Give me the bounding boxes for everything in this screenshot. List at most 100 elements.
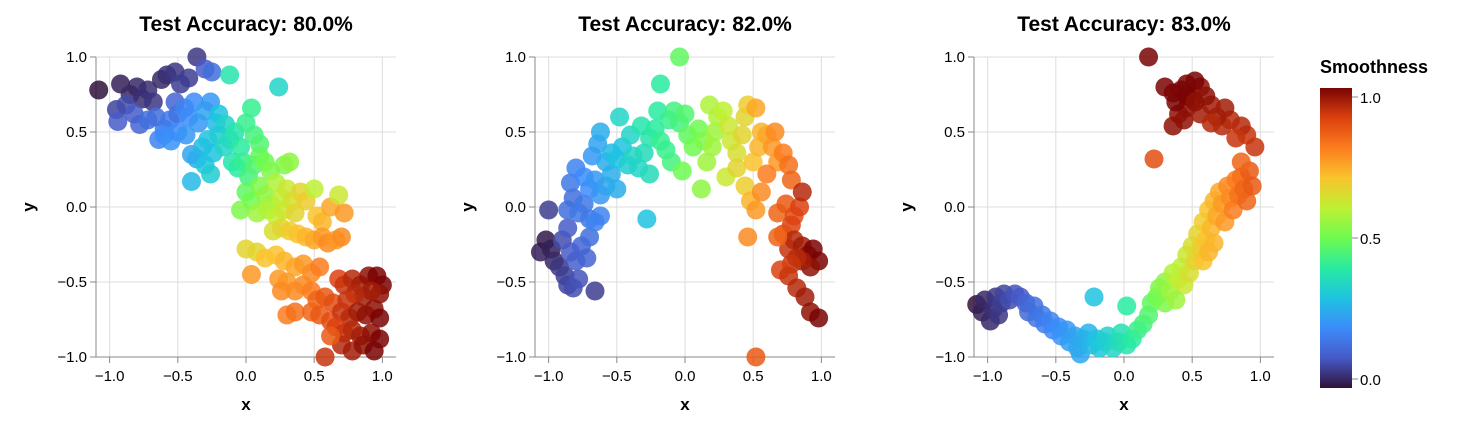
scatter-point — [1163, 116, 1183, 136]
scatter-point — [241, 265, 261, 284]
chart-title: Test Accuracy: 83.0% — [1017, 13, 1231, 36]
scatter-panel-1: −1.0 −0.5 0.0 0.5 1.0 1.0 0.5 0.0 −0.5 −1.0 Test A… — [19, 13, 396, 414]
scatter-point — [675, 104, 695, 124]
scatter-point — [315, 347, 335, 367]
x-tick-label: 0.0 — [675, 368, 696, 385]
scatter-point — [574, 194, 594, 214]
scatter-point — [1117, 296, 1137, 316]
scatter-point — [670, 47, 690, 67]
scatter-point — [202, 62, 222, 82]
x-tick-label: −0.5 — [602, 368, 632, 385]
scatter-point — [768, 227, 788, 247]
scatter-point — [809, 308, 829, 328]
scatter-point — [201, 164, 221, 184]
x-tick-label: 0.0 — [236, 368, 257, 385]
scatter-point — [271, 281, 291, 301]
y-tick-label: 0.0 — [505, 199, 526, 216]
scatter-point — [231, 137, 251, 157]
scatter-point — [310, 257, 330, 277]
scatter-point — [637, 209, 657, 229]
scatter-point — [220, 65, 240, 85]
legend-tick-label-1: 1.0 — [1360, 90, 1381, 107]
scatter-point — [590, 122, 610, 142]
scatter-panel-2: −1.0 −0.5 0.0 0.5 1.0 1.0 0.5 0.0 −0.5 −1.0 Test A… — [458, 13, 835, 414]
scatter-point — [650, 74, 670, 94]
x-tick-label: −1.0 — [95, 368, 125, 385]
x-tick-label: −1.0 — [973, 368, 1003, 385]
smoothness-legend: Smoothness 1.0 0.5 0.0 — [1320, 57, 1428, 389]
scatter-point — [746, 347, 766, 367]
scatter-point — [179, 68, 199, 88]
x-axis-label: x — [241, 395, 251, 414]
scatter-point — [727, 158, 747, 178]
scatter-point — [713, 101, 733, 121]
scatter-point — [569, 269, 589, 289]
scatter-point — [280, 152, 300, 172]
points — [530, 47, 829, 367]
y-tick-label: 0.0 — [66, 199, 87, 216]
scatter-point — [781, 170, 801, 190]
x-axis-label: x — [680, 395, 690, 414]
scatter-point — [746, 200, 766, 220]
scatter-point — [321, 326, 341, 346]
scatter-point — [590, 206, 610, 226]
x-tick-label: 0.5 — [743, 368, 764, 385]
scatter-point — [1185, 92, 1205, 112]
scatter-point — [751, 182, 771, 202]
y-tick-label: 1.0 — [66, 49, 87, 66]
y-tick-label: 1.0 — [944, 49, 965, 66]
scatter-point — [108, 112, 128, 131]
legend-tick-label-0: 0.0 — [1360, 372, 1381, 389]
scatter-point — [765, 122, 785, 142]
x-tick-label: −0.5 — [163, 368, 193, 385]
scatter-point — [1139, 47, 1159, 67]
y-tick-label: 0.5 — [66, 124, 87, 141]
scatter-point — [539, 200, 559, 220]
scatter-point — [143, 92, 163, 112]
scatter-panel-3: −1.0 −0.5 0.0 0.5 1.0 1.0 0.5 0.0 −0.5 −1.0 Test A… — [897, 13, 1274, 414]
scatter-point — [329, 185, 349, 205]
x-tick-label: 1.0 — [372, 368, 393, 385]
y-tick-label: 1.0 — [505, 49, 526, 66]
y-tick-label: −0.5 — [496, 274, 526, 291]
scatter-point — [1237, 191, 1257, 211]
scatter-point — [1155, 77, 1175, 97]
points — [89, 47, 392, 367]
scatter-point — [691, 179, 711, 199]
x-tick-label: 0.5 — [304, 368, 325, 385]
scatter-point — [370, 308, 390, 328]
scatter-point — [738, 227, 758, 247]
scatter-point — [312, 212, 332, 232]
scatter-point — [585, 281, 605, 301]
charts: −1.0 −0.5 0.0 0.5 1.0 1.0 0.5 0.0 −0.5 −1.0 Test A… — [19, 13, 1274, 414]
y-axis-label: y — [19, 202, 38, 212]
y-tick-label: −1.0 — [935, 349, 965, 366]
scatter-point — [1242, 176, 1262, 196]
scatter-point — [1144, 149, 1164, 169]
scatter-point — [719, 116, 739, 136]
scatter-point — [607, 179, 627, 199]
scatter-point — [331, 227, 351, 247]
scatter-point — [795, 287, 815, 307]
legend-color-ramp — [1320, 88, 1352, 388]
scatter-point — [727, 143, 747, 163]
y-tick-label: −1.0 — [57, 349, 87, 366]
legend-title: Smoothness — [1320, 57, 1428, 77]
y-tick-label: 0.5 — [505, 124, 526, 141]
scatter-point — [672, 161, 692, 181]
scatter-point — [1226, 128, 1246, 148]
scatter-point — [241, 98, 261, 118]
y-tick-label: −0.5 — [935, 274, 965, 291]
scatter-point — [746, 98, 766, 118]
y-tick-label: 0.5 — [944, 124, 965, 141]
x-tick-label: 0.0 — [1114, 368, 1135, 385]
scatter-point — [702, 137, 722, 157]
x-tick-label: −1.0 — [534, 368, 564, 385]
scatter-point — [634, 143, 654, 163]
scatter-point — [558, 218, 578, 238]
scatter-point — [176, 125, 196, 145]
scatter-point — [1084, 287, 1104, 307]
y-axis-label: y — [897, 202, 916, 212]
x-tick-label: −0.5 — [1041, 368, 1071, 385]
